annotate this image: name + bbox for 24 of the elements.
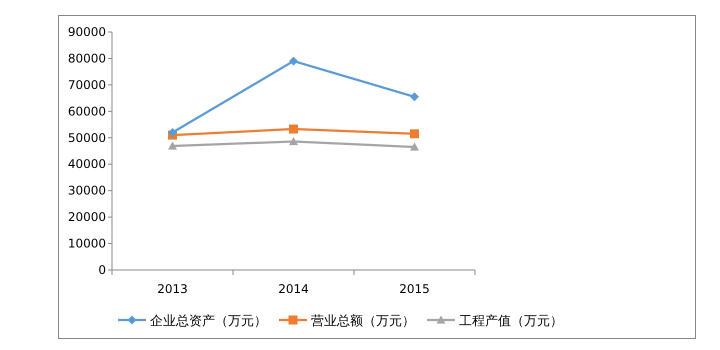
y-tick-label: 60000 xyxy=(68,104,106,118)
y-tick-label: 0 xyxy=(98,263,106,277)
y-tick-label: 80000 xyxy=(68,51,106,66)
point xyxy=(289,136,298,146)
y-tick-label: 10000 xyxy=(68,236,106,251)
y-tick-label: 50000 xyxy=(68,130,106,145)
point xyxy=(289,56,298,66)
point xyxy=(168,128,177,137)
y-tick-label: 90000 xyxy=(68,25,106,39)
point xyxy=(410,142,419,151)
point xyxy=(289,124,298,134)
y-tick-label: 40000 xyxy=(68,157,106,172)
x-tick-label: 2013 xyxy=(157,282,188,296)
legend-label: 营业总额（万元） xyxy=(311,314,415,329)
y-tick-label: 70000 xyxy=(68,78,106,92)
legend-label: 企业总资产（万元） xyxy=(150,314,267,329)
x-tick-label: 2015 xyxy=(399,282,430,296)
x-tick-label: 2014 xyxy=(278,282,309,296)
y-tick-label: 20000 xyxy=(68,210,106,224)
y-tick-label: 30000 xyxy=(68,184,106,198)
point xyxy=(410,129,419,138)
point xyxy=(168,141,177,150)
point xyxy=(410,92,419,102)
legend-label: 工程产值（万元） xyxy=(459,314,563,329)
